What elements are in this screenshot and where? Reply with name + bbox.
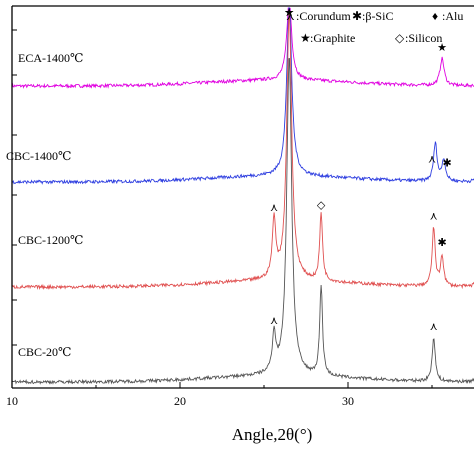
peak-marker: ★ (284, 6, 294, 19)
peak-marker: ⋏ (270, 201, 278, 214)
peak-marker: ★ (284, 6, 294, 19)
peak-marker: ✱ (443, 157, 452, 170)
peak-marker: ◇ (317, 199, 326, 212)
peak-markers-group: ★★⋏⋏★⋏★⋏★⋏⋏★★★⋏✱⋏★⋏★⋏★⋏★⋏⋏⋏★⋏★★⋏◇⋏✱⋏★⋏★◇… (270, 6, 452, 333)
legend-label: :β-SiC (362, 9, 393, 23)
peak-marker: ✱ (437, 236, 446, 249)
peak-marker: ⋏ (270, 314, 278, 327)
legend-label: :Alu (442, 9, 463, 23)
x-ticks-group: 1020304050607080 (6, 29, 433, 408)
peak-marker: ⋏ (430, 209, 438, 222)
legend-symbol: ✱ (352, 9, 362, 23)
legend-symbol: ◇ (395, 31, 405, 45)
legend-label: :Graphite (310, 31, 355, 45)
legend-symbol: ♦ (432, 9, 438, 23)
series-label: CBC-1200℃ (18, 233, 83, 247)
series-line (11, 57, 474, 385)
x-tick-label: 20 (174, 394, 186, 408)
series-line (11, 7, 474, 89)
series-line (11, 7, 474, 185)
series-labels-group: ECA-1400℃ CBC-1400℃ CBC-1200℃ CBC-20℃ (6, 51, 83, 359)
series-label: CBC-20℃ (18, 345, 71, 359)
legend-symbol: ★ (300, 31, 311, 45)
peak-marker: ★ (284, 6, 294, 19)
legend: ⋏:Corundum ✱:β-SiC ♦:Alu★:Graphite ◇:Silico… (286, 9, 463, 45)
x-tick-label: 10 (6, 394, 18, 408)
legend-label: :Silicon (405, 31, 442, 45)
series-label: CBC-1400℃ (6, 149, 71, 163)
peak-marker: ⋏ (428, 153, 436, 166)
series-label: ECA-1400℃ (18, 51, 83, 65)
peak-marker: ★ (437, 41, 447, 54)
x-tick-label: 30 (342, 394, 354, 408)
legend-label: :Corundum (296, 9, 351, 23)
x-axis-label: Angle,2θ(°) (232, 425, 313, 444)
axes-group (11, 5, 474, 389)
peak-marker: ⋏ (430, 320, 438, 333)
series-line (11, 13, 474, 291)
legend-symbol: ⋏ (286, 9, 295, 23)
spectra-group (11, 7, 474, 385)
